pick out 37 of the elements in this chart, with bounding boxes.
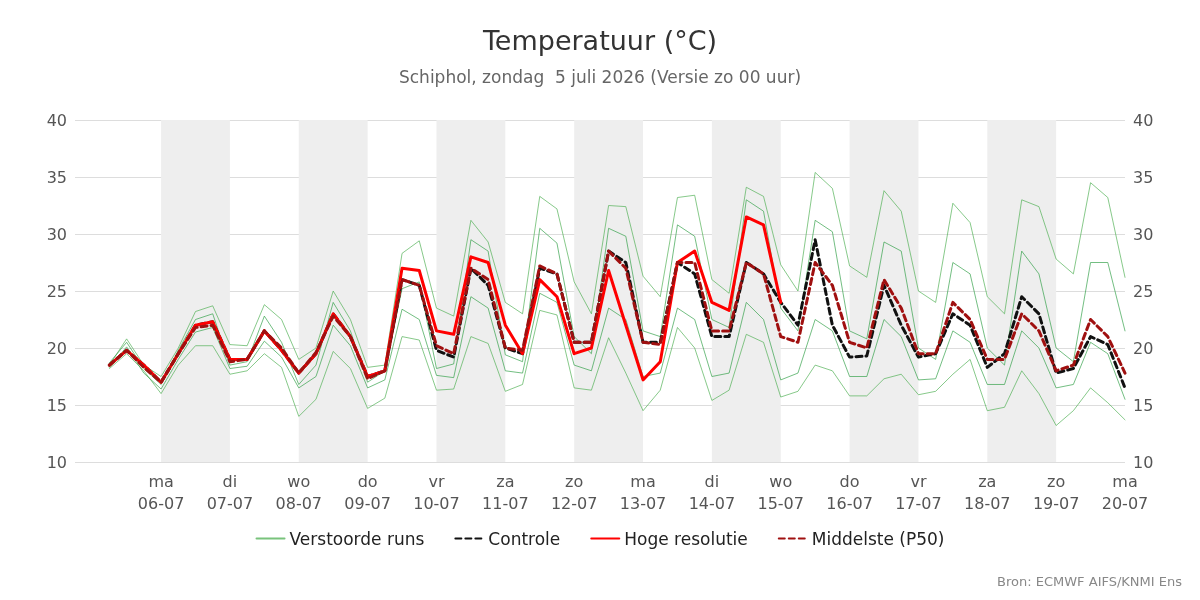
legend-label: Middelste (P50) — [811, 528, 945, 549]
y2-tick-label: 20 — [1133, 338, 1154, 358]
x-tick-label: za 18-07 — [964, 471, 1011, 513]
y2-tick-label: 30 — [1133, 224, 1154, 244]
y2-tick-label: 25 — [1133, 281, 1154, 301]
y-tick-label: 20 — [46, 338, 67, 358]
legend-label: Hoge resolutie — [624, 528, 748, 549]
x-tick-label: vr 17-07 — [895, 471, 942, 513]
x-tick-label: do 16-07 — [826, 471, 873, 513]
y-tick-label: 25 — [46, 281, 67, 301]
x-tick-label: ma 06-07 — [137, 471, 185, 513]
x-tick-label: ma 20-07 — [1101, 471, 1149, 513]
x-tick-label: ma 13-07 — [619, 471, 667, 513]
legend-label: Controle — [488, 528, 561, 549]
y-tick-label: 30 — [46, 224, 67, 244]
y-tick-label: 15 — [46, 395, 67, 415]
y2-tick-label: 15 — [1133, 395, 1154, 415]
chart-title: Temperatuur (°C) — [481, 25, 718, 56]
x-tick-label: vr 10-07 — [413, 471, 460, 513]
x-tick-label: wo 08-07 — [275, 471, 323, 513]
y-tick-label: 35 — [46, 167, 67, 187]
x-tick-label: zo 19-07 — [1032, 471, 1080, 513]
text: Bron: ECMWF AIFS/KNMI Ens — [997, 574, 1183, 589]
y-tick-label: 10 — [46, 452, 67, 472]
y2-tick-label: 10 — [1133, 452, 1154, 472]
x-tick-label: wo 15-07 — [757, 471, 804, 513]
x-tick-label: di 07-07 — [206, 471, 254, 513]
x-tick-label: do 09-07 — [344, 471, 391, 513]
x-tick-label: za 11-07 — [482, 471, 529, 513]
x-tick-label: di 14-07 — [688, 471, 736, 513]
x-tick-label: zo 12-07 — [550, 471, 598, 513]
y2-tick-label: 35 — [1133, 167, 1154, 187]
y-tick-label: 40 — [46, 110, 67, 130]
chart-subtitle: Schiphol, zondag 5 juli 2026 (Versie zo 00 uur) — [398, 66, 802, 87]
y2-tick-label: 40 — [1133, 110, 1154, 130]
legend-label: Verstoorde runs — [289, 528, 425, 549]
line-series — [108, 309, 1126, 426]
